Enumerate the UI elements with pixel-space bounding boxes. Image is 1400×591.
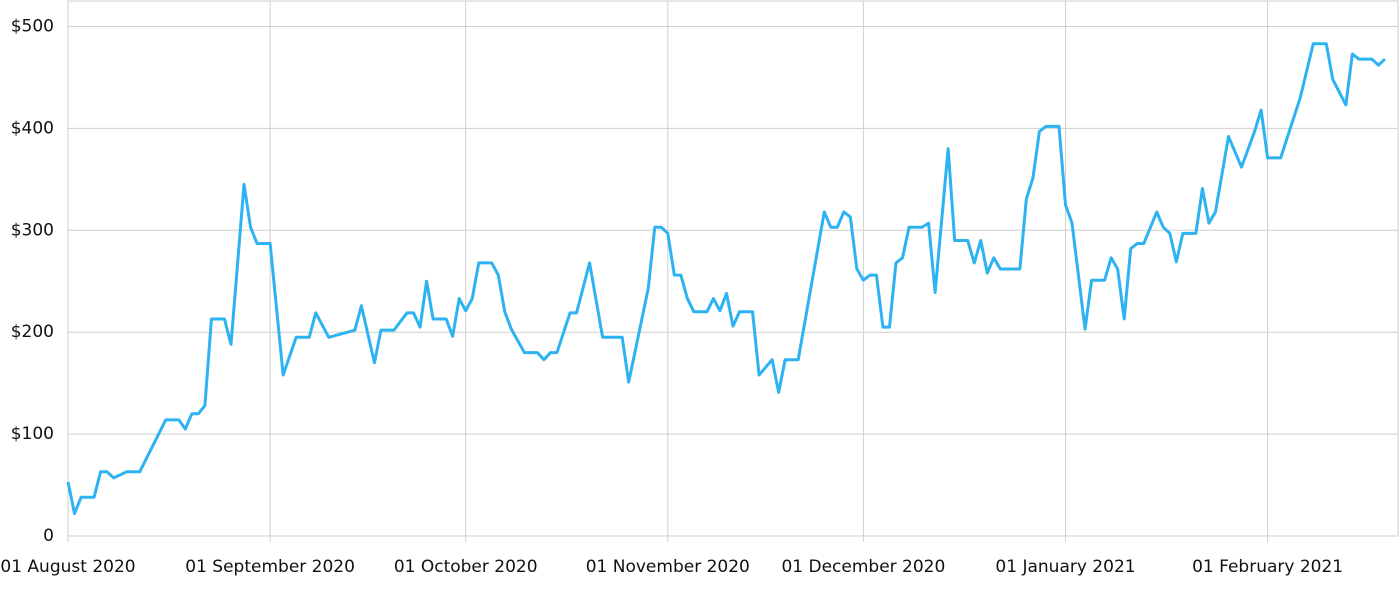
plot-frame: [67, 0, 1399, 537]
y-tick-label: $400: [11, 118, 54, 138]
x-tick-label: 01 February 2021: [1192, 557, 1343, 577]
y-tick-label: $300: [11, 220, 54, 240]
y-tick-label: $100: [11, 424, 54, 444]
x-tick-label: 01 November 2020: [586, 557, 750, 577]
line-series: [66, 42, 1386, 516]
x-tick-label: 01 September 2020: [185, 557, 355, 577]
x-tick-label: 01 August 2020: [0, 557, 135, 577]
y-tick-label: $200: [11, 322, 54, 342]
y-tick-label: $500: [11, 16, 54, 36]
x-tick-label: 01 October 2020: [394, 557, 538, 577]
x-tick-label: 01 December 2020: [781, 557, 945, 577]
x-tick-label: 01 January 2021: [995, 557, 1135, 577]
y-tick-label: 0: [43, 526, 54, 546]
